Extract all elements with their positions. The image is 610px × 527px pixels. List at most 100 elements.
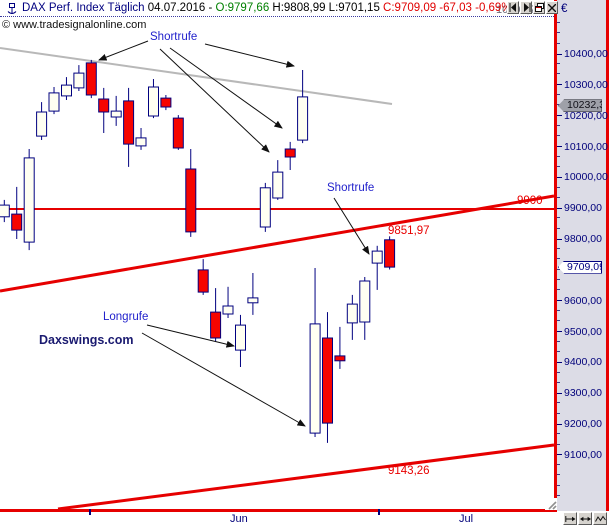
axis-minor-tick — [557, 22, 560, 23]
candle-body — [222, 305, 234, 315]
axis-price-label: 10000,00 — [564, 171, 608, 184]
axis-minor-tick — [557, 371, 560, 373]
axis-major-tick — [557, 361, 562, 363]
candle-body — [322, 337, 333, 424]
axis-price-label: 10400,00 — [564, 48, 608, 60]
close-button[interactable] — [546, 1, 558, 14]
arrow-right-icon — [523, 3, 530, 12]
axis-price-label: 9400,00 — [564, 356, 602, 369]
axis-value-badge: 10232,3 — [558, 99, 602, 113]
scroll-left-button[interactable] — [507, 1, 519, 14]
axis-minor-tick — [557, 165, 560, 167]
candle-body — [48, 92, 60, 112]
candle-body — [185, 168, 197, 233]
axis-minor-tick — [557, 279, 560, 280]
axis-major-tick — [557, 53, 562, 55]
shortrufe-label-1: Shortrufe — [150, 31, 198, 43]
candle-body — [371, 250, 383, 264]
currency-label: € — [561, 3, 568, 15]
axis-minor-tick — [557, 464, 560, 465]
swing-high-label: 9851,97 — [388, 225, 430, 237]
axis-minor-tick — [557, 474, 560, 476]
shortrufe-label-2: Shortrufe — [327, 182, 375, 194]
axis-minor-tick — [557, 309, 560, 311]
fit-horizontal-button[interactable] — [563, 512, 577, 525]
candle-body — [123, 100, 135, 145]
candle-body — [359, 280, 371, 323]
axis-minor-tick — [557, 340, 560, 342]
price-axis[interactable]: € 10400,00 10300,00 10200,00 10100,00 10000,… — [557, 0, 608, 511]
axis-minor-tick — [557, 381, 560, 383]
month-label: Jul — [459, 513, 474, 525]
annotation-arrow — [98, 40, 149, 61]
axis-price-label: 9200,00 — [564, 418, 602, 431]
candle-body — [11, 213, 23, 231]
axis-price-label: 9900,00 — [564, 202, 602, 215]
trendline-value-label: 9143,26 — [388, 465, 430, 477]
axis-minor-tick — [557, 63, 560, 65]
anchor-icon — [7, 3, 17, 14]
axis-major-tick — [557, 331, 562, 333]
candle-body — [384, 239, 396, 268]
close-icon — [548, 3, 556, 12]
candle-body — [110, 110, 122, 118]
candle-body — [197, 269, 209, 293]
axis-major-tick — [557, 207, 562, 209]
candle-body — [36, 111, 48, 137]
axis-value-badge: 9709,09 — [558, 260, 602, 274]
float-window-button[interactable] — [533, 1, 545, 14]
scale-vertical-auto-button[interactable] — [593, 512, 607, 525]
lower-trendline — [57, 443, 554, 509]
candle-body — [0, 204, 10, 218]
scale-horizontal-button[interactable] — [578, 512, 592, 525]
annotation-arrow — [169, 47, 283, 129]
axis-minor-tick — [557, 135, 560, 137]
axis-minor-tick — [557, 268, 560, 270]
candle-body — [61, 84, 72, 97]
longrufe-label: Longrufe — [103, 311, 149, 323]
axis-price-label: 10200,00 — [564, 109, 608, 122]
candle-body — [334, 355, 346, 362]
h-arrows-icon — [579, 516, 591, 521]
month-tick — [378, 509, 380, 515]
axis-minor-tick — [557, 433, 560, 435]
axis-minor-tick — [557, 320, 560, 322]
axis-major-tick — [557, 423, 562, 425]
axis-minor-tick — [557, 73, 560, 75]
annotation-arrows — [98, 40, 370, 427]
month-tick — [89, 509, 91, 515]
plot-svg — [0, 40, 554, 509]
axis-major-tick — [557, 84, 562, 86]
candle-body — [247, 297, 259, 304]
instrument-title: DAX Perf. Index Täglich — [22, 2, 145, 14]
candle-body — [235, 324, 246, 351]
axis-minor-tick — [557, 32, 560, 34]
axis-divider — [554, 0, 557, 511]
candle-body — [297, 96, 309, 141]
window-button-row — [507, 1, 558, 14]
resize-grip[interactable] — [545, 497, 557, 515]
axis-minor-tick — [557, 124, 560, 126]
candle-body — [272, 171, 284, 199]
axis-minor-tick — [557, 155, 560, 157]
scroll-right-button[interactable] — [520, 1, 532, 14]
axis-price-label: 9600,00 — [564, 294, 602, 307]
axis-price-label: 9100,00 — [564, 448, 602, 461]
cascade-windows-icon — [534, 3, 544, 12]
annotation-arrow — [333, 197, 370, 255]
axis-minor-tick — [557, 494, 560, 496]
candle-body — [135, 137, 147, 147]
axis-major-tick — [557, 300, 562, 302]
axis-minor-tick — [557, 42, 560, 44]
axis-price-label: 9800,00 — [564, 233, 602, 246]
candle-body — [160, 97, 172, 108]
title-high-low: H:9808,99 L:9701,15 — [269, 2, 384, 14]
candle-body — [259, 187, 271, 228]
axis-minor-tick — [557, 289, 560, 291]
candle-body — [148, 86, 159, 117]
axis-major-tick — [557, 392, 562, 394]
title-close-change: C:9709,09 -67,03 -0,69% — [383, 2, 512, 14]
candle-body — [210, 311, 222, 339]
axis-minor-tick — [557, 196, 560, 198]
